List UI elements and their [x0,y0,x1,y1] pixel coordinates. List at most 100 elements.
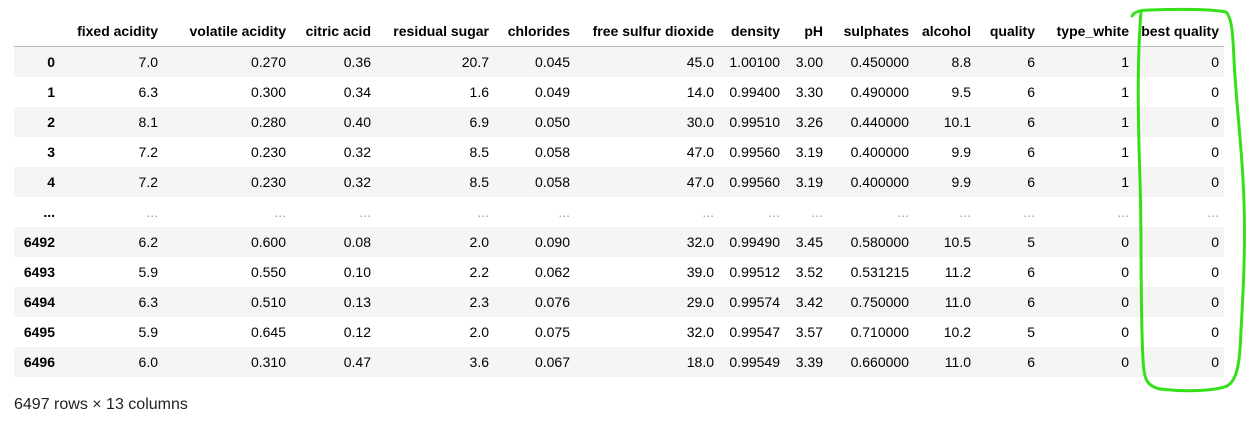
dataframe-table: fixed acidity volatile acidity citric acid… [14,16,1224,377]
table-cell: 47.0 [686,144,714,160]
table-cell: 0.090 [534,234,570,250]
table-cell: 1 [1121,114,1129,130]
table-cell: ... [959,204,971,220]
table-cell: 47.0 [686,174,714,190]
table-cell: 6.9 [469,114,489,130]
table-cell: 1 [1121,54,1129,70]
table-cell: 0.645 [250,324,286,340]
table-cell: 0.99560 [729,174,780,190]
table-cell: 1 [1121,174,1129,190]
table-cell: 8.5 [469,174,489,190]
row-index: 6495 [23,324,55,340]
table-cell: 3.26 [795,114,823,130]
column-header: quality [976,16,1040,47]
table-cell: 3.45 [795,234,823,250]
row-index: 6496 [23,354,55,370]
table-cell: ... [359,204,371,220]
table-cell: 0 [1211,84,1219,100]
table-cell: 3.19 [795,144,823,160]
table-cell: ... [558,204,570,220]
table-cell: 5 [1027,234,1035,250]
table-row: 1 6.3 0.300 0.34 1.6 0.049 14.0 0.99400 3.30 0.49… [14,77,1224,107]
row-index: ... [43,204,55,220]
table-cell: 0.99547 [729,324,780,340]
table-row: 6492 6.2 0.600 0.08 2.0 0.090 32.0 0.99490 3.45 0… [14,227,1224,257]
row-index: 0 [47,54,55,70]
table-cell: 0.36 [343,54,371,70]
table-cell: 0.99549 [729,354,780,370]
table-cell: 0 [1211,294,1219,310]
index-header [14,16,60,47]
table-cell: 0.40 [343,114,371,130]
table-cell: 39.0 [686,264,714,280]
table-cell: 32.0 [686,324,714,340]
table-cell: 0 [1121,264,1129,280]
table-row: 6493 5.9 0.550 0.10 2.2 0.062 39.0 0.99512 3.52 0… [14,257,1224,287]
table-cell: 0.580000 [850,234,909,250]
table-cell: 0 [1121,354,1129,370]
table-cell: 6 [1027,114,1035,130]
table-cell: 0.270 [250,54,286,70]
table-cell: 6 [1027,54,1035,70]
row-index: 2 [47,114,55,130]
table-cell: 1.6 [469,84,489,100]
table-cell: 0 [1211,264,1219,280]
table-cell: 0.99574 [729,294,780,310]
table-cell: 0.99560 [729,144,780,160]
table-cell: 0.400000 [850,144,909,160]
table-cell: 45.0 [686,54,714,70]
table-cell: 0.99510 [729,114,780,130]
table-cell: 10.1 [943,114,971,130]
table-cell: 29.0 [686,294,714,310]
column-header: fixed acidity [60,16,163,47]
table-cell: 0 [1211,114,1219,130]
column-header: alcohol [914,16,976,47]
row-index: 1 [47,84,55,100]
table-cell: 9.9 [951,174,971,190]
column-header: density [719,16,785,47]
table-cell: 0.067 [534,354,570,370]
table-cell: 0.13 [343,294,371,310]
row-index: 4 [47,174,55,190]
row-index: 6493 [23,264,55,280]
table-cell: 10.5 [943,234,971,250]
table-cell: 6.2 [138,234,158,250]
table-cell: 0.600 [250,234,286,250]
column-header: best quality [1134,16,1224,47]
column-header: residual sugar [376,16,494,47]
table-cell: 9.5 [951,84,971,100]
table-cell: 32.0 [686,234,714,250]
table-cell: 0.310 [250,354,286,370]
table-cell: 6 [1027,264,1035,280]
table-cell: ... [146,204,158,220]
row-index: 6492 [23,234,55,250]
table-cell: 2.0 [469,324,489,340]
table-cell: 11.2 [944,264,971,280]
table-cell: 0.12 [343,324,371,340]
table-cell: 6 [1027,84,1035,100]
column-header: citric acid [291,16,376,47]
table-cell: 0.400000 [850,174,909,190]
table-cell: 0 [1121,234,1129,250]
table-cell: 6.3 [138,84,158,100]
table-cell: 0.99490 [729,234,780,250]
table-cell: ... [702,204,714,220]
table-cell: 3.39 [795,354,823,370]
table-cell: 1 [1121,84,1129,100]
table-cell: 0.99400 [729,84,780,100]
table-cell: 0.32 [343,144,371,160]
table-cell: 18.0 [686,354,714,370]
table-row: 6496 6.0 0.310 0.47 3.6 0.067 18.0 0.99549 3.39 0… [14,347,1224,377]
table-cell: 2.0 [469,234,489,250]
table-cell: 0.280 [250,114,286,130]
table-cell: ... [897,204,909,220]
table-cell: 1.00100 [729,54,780,70]
table-cell: 0 [1121,294,1129,310]
table-cell: 0 [1211,174,1219,190]
table-cell: 7.2 [138,144,158,160]
table-cell: 30.0 [686,114,714,130]
table-cell: 0.049 [534,84,570,100]
column-header: volatile acidity [163,16,291,47]
table-row: 6495 5.9 0.645 0.12 2.0 0.075 32.0 0.99547 3.57 0… [14,317,1224,347]
table-cell: 0.450000 [850,54,909,70]
